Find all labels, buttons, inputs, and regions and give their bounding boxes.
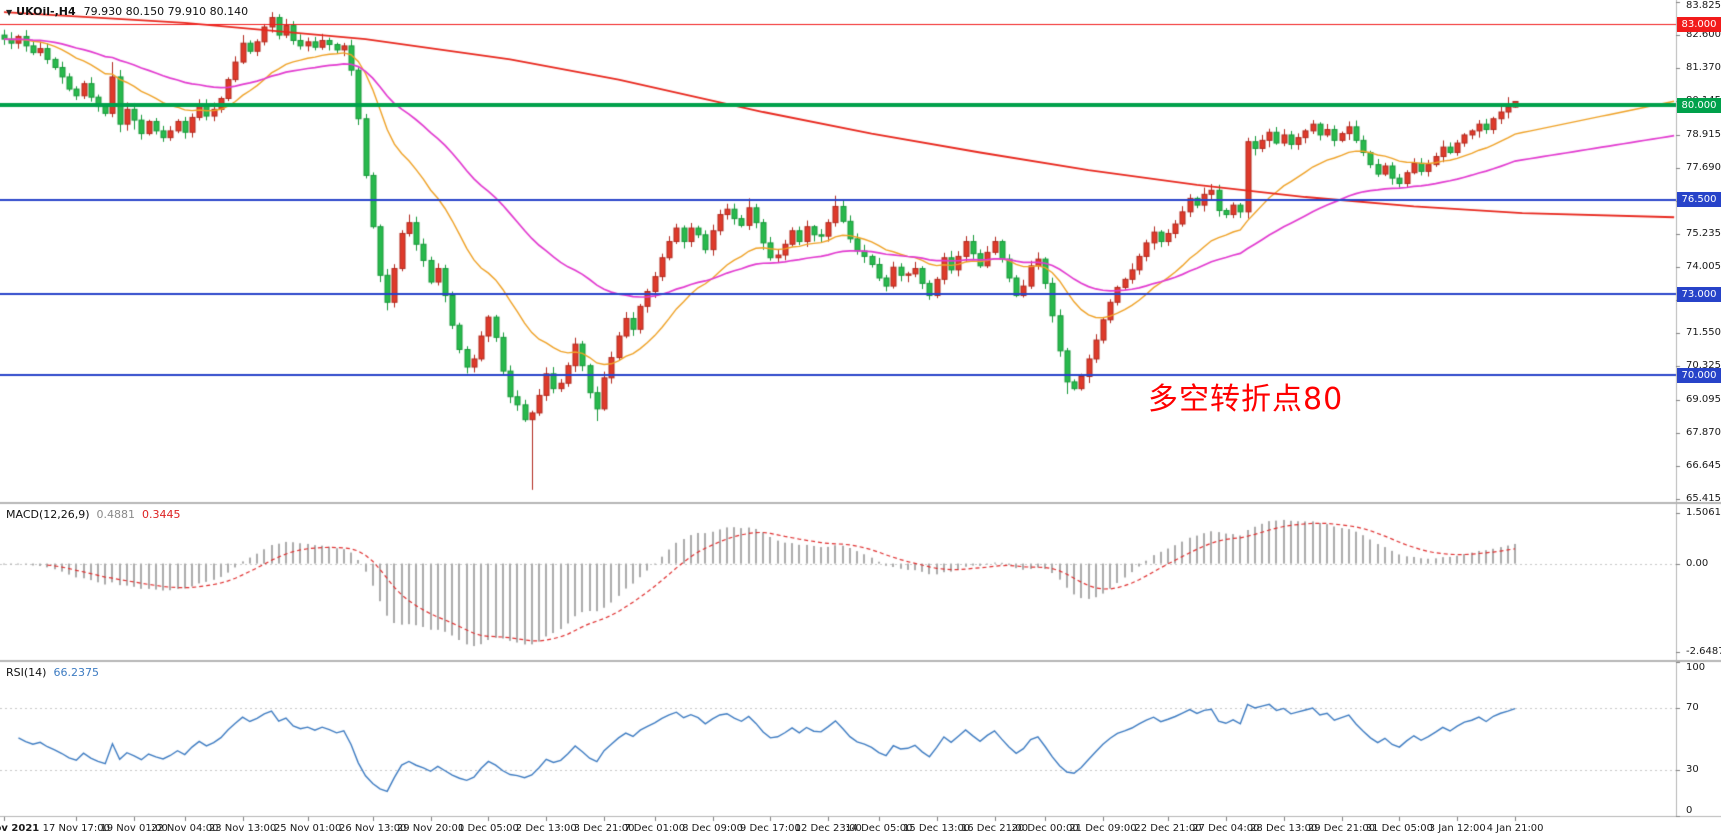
- ohlc-values: 79.930 80.150 79.910 80.140: [83, 5, 249, 18]
- price-axis-tick-label: 82.600: [1686, 29, 1721, 41]
- price-annotation: 多空转折点80: [1148, 382, 1344, 417]
- price-axis-tick-label: 67.870: [1686, 426, 1721, 438]
- time-axis-label: 7 Dec 01:00: [624, 823, 686, 834]
- time-axis-label: 1 Dec 05:00: [457, 823, 519, 834]
- macd-axis-label: 0.00: [1686, 557, 1709, 569]
- price-axis-tick-label: 75.235: [1686, 227, 1721, 239]
- price-axis-tick-label: 65.415: [1686, 492, 1721, 504]
- price-axis-tick-label: 78.915: [1686, 128, 1721, 140]
- time-axis-label: 12 Dec 23:00: [794, 823, 862, 834]
- time-axis-label: 14 Dec 05:00: [845, 823, 913, 834]
- macd-signal-value: 0.3445: [142, 508, 181, 521]
- price-axis-tick-label: 83.825: [1686, 0, 1721, 11]
- rsi-axis-label: 70: [1686, 702, 1699, 714]
- time-axis-label: 17 Nov 17:00: [42, 823, 110, 834]
- rsi-axis-label: 100: [1686, 662, 1706, 673]
- price-line-badge: 70.000: [1677, 367, 1721, 383]
- time-axis-label: 9 Dec 17:00: [739, 823, 801, 834]
- macd-axis-label: 1.5061: [1686, 507, 1721, 519]
- time-axis-label: 16 Dec 21:00: [960, 823, 1029, 834]
- price-line-badge: 83.000: [1677, 16, 1721, 32]
- rsi-axis-label: 30: [1686, 763, 1699, 775]
- time-axis-label: 23 Nov 13:00: [208, 823, 277, 834]
- macd-main-value: 0.4881: [96, 508, 136, 521]
- time-axis-label: 22 Nov 04:00: [151, 823, 219, 834]
- price-axis-tick-label: 74.005: [1686, 261, 1721, 273]
- time-axis-label: 29 Nov 20:00: [396, 823, 465, 834]
- dropdown-arrow-icon[interactable]: ▼: [6, 8, 13, 17]
- time-axis-label: 29 Dec 21:00: [1307, 823, 1376, 834]
- time-axis-label: 16 Nov 2021: [0, 823, 40, 834]
- time-axis-label: 3 Dec 21:00: [573, 823, 635, 834]
- time-axis-label: 22 Dec 21:00: [1134, 823, 1202, 834]
- macd-name: MACD(12,26,9): [6, 508, 90, 521]
- price-axis-tick-label: 77.690: [1686, 161, 1721, 173]
- rsi-axis-label: 0: [1686, 805, 1693, 816]
- time-axis-label: 25 Nov 01:00: [273, 823, 342, 834]
- macd-axis-label: -2.6487: [1686, 646, 1721, 658]
- rsi-name: RSI(14): [6, 666, 47, 679]
- symbol-timeframe-label: UKOil-,H4: [16, 5, 76, 18]
- time-axis-label: 19 Nov 01:00: [100, 823, 168, 834]
- price-line-badge: 73.000: [1677, 286, 1721, 302]
- price-axis-tick-label: 70.325: [1686, 360, 1721, 372]
- time-axis-label: 31 Dec 05:00: [1365, 823, 1433, 834]
- time-axis-label: 4 Jan 21:00: [1486, 823, 1544, 834]
- time-axis-label: 21 Dec 09:00: [1069, 823, 1137, 834]
- price-line-badge: 76.500: [1677, 192, 1721, 208]
- time-axis-label: 2 Dec 13:00: [515, 823, 577, 834]
- rsi-value: 66.2375: [53, 666, 99, 679]
- time-axis-label: 15 Dec 13:00: [903, 823, 971, 834]
- time-axis-label: 3 Jan 12:00: [1428, 823, 1486, 834]
- price-line-badge: 80.000: [1677, 97, 1721, 113]
- time-axis-label: 27 Dec 04:00: [1192, 823, 1260, 834]
- time-axis-label: 28 Dec 13:00: [1250, 823, 1318, 834]
- time-axis-label: 26 Nov 13:00: [339, 823, 407, 834]
- macd-indicator-label: MACD(12,26,9) 0.4881 0.3445: [6, 508, 181, 521]
- time-axis-label: 20 Dec 00:00: [1011, 823, 1079, 834]
- chart-title: ▼ UKOil-,H4 79.930 80.150 79.910 80.140: [6, 5, 248, 18]
- price-axis-tick-label: 71.550: [1686, 327, 1721, 339]
- rsi-indicator-label: RSI(14) 66.2375: [6, 666, 99, 679]
- price-axis-tick-label: 69.095: [1686, 393, 1721, 405]
- price-axis-tick-label: 81.370: [1686, 62, 1721, 74]
- time-axis-label: 8 Dec 09:00: [682, 823, 743, 834]
- price-axis-tick-label: 66.645: [1686, 459, 1721, 471]
